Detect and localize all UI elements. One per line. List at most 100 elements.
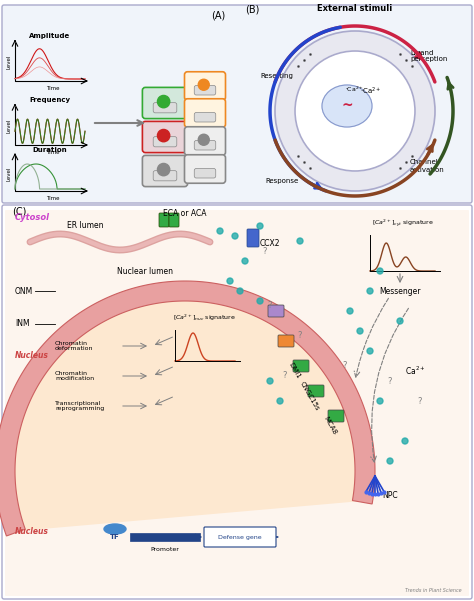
Text: ONM: ONM [15, 287, 33, 296]
FancyBboxPatch shape [142, 87, 188, 118]
FancyBboxPatch shape [268, 305, 284, 317]
Circle shape [275, 31, 435, 191]
Text: Time: Time [46, 150, 60, 155]
Circle shape [377, 268, 383, 274]
Text: (C): (C) [12, 206, 27, 216]
Circle shape [157, 129, 170, 142]
Text: Ca$^{2+}$: Ca$^{2+}$ [405, 365, 425, 377]
Circle shape [347, 308, 353, 314]
Text: (A): (A) [211, 11, 225, 21]
Text: External stimuli: External stimuli [318, 4, 392, 13]
Text: Frequency: Frequency [29, 97, 71, 103]
Circle shape [357, 328, 363, 334]
Text: Response: Response [265, 178, 298, 184]
Text: Nucleus: Nucleus [15, 526, 49, 535]
Text: Trends in Plant Science: Trends in Plant Science [405, 588, 462, 593]
Text: ~: ~ [341, 99, 353, 113]
Circle shape [227, 278, 233, 284]
Text: Duration: Duration [33, 147, 67, 153]
Circle shape [198, 79, 209, 90]
Circle shape [217, 228, 223, 234]
Circle shape [242, 258, 248, 264]
Text: ?: ? [263, 246, 267, 255]
FancyBboxPatch shape [278, 335, 294, 347]
Text: Nuclear lumen: Nuclear lumen [117, 266, 173, 275]
Text: Cytosol: Cytosol [15, 213, 50, 222]
Text: $[Ca^{2+}]_{nuc}$ signature: $[Ca^{2+}]_{nuc}$ signature [173, 313, 237, 323]
Polygon shape [0, 281, 375, 536]
FancyBboxPatch shape [153, 171, 177, 181]
Text: Transcriptional
reprogramming: Transcriptional reprogramming [55, 401, 104, 412]
FancyBboxPatch shape [142, 121, 188, 153]
Text: INM: INM [15, 320, 29, 329]
Polygon shape [10, 296, 360, 531]
Text: Resetting: Resetting [260, 73, 293, 79]
FancyBboxPatch shape [194, 168, 216, 178]
Circle shape [198, 134, 209, 145]
Circle shape [367, 348, 373, 354]
FancyBboxPatch shape [184, 127, 226, 155]
Circle shape [295, 51, 415, 171]
FancyBboxPatch shape [194, 85, 216, 95]
Text: Level: Level [7, 166, 12, 181]
Circle shape [277, 398, 283, 404]
FancyBboxPatch shape [308, 385, 324, 397]
FancyBboxPatch shape [159, 213, 169, 227]
Text: Messenger: Messenger [379, 287, 421, 296]
FancyBboxPatch shape [142, 156, 188, 186]
Circle shape [297, 238, 303, 244]
Text: Time: Time [46, 86, 60, 91]
FancyBboxPatch shape [184, 72, 226, 100]
FancyBboxPatch shape [184, 99, 226, 127]
Text: NPC: NPC [382, 492, 398, 501]
Circle shape [377, 398, 383, 404]
FancyBboxPatch shape [169, 213, 179, 227]
Text: Amplitude: Amplitude [29, 34, 71, 40]
FancyBboxPatch shape [2, 205, 472, 599]
Circle shape [402, 438, 408, 444]
Text: Time: Time [46, 196, 60, 201]
Text: (B): (B) [245, 5, 259, 15]
FancyBboxPatch shape [5, 210, 469, 596]
FancyBboxPatch shape [2, 5, 472, 203]
Text: MCA8: MCA8 [322, 416, 337, 436]
Text: Nucleus: Nucleus [15, 352, 49, 361]
Text: ECA or ACA: ECA or ACA [163, 210, 207, 219]
Text: ?: ? [268, 302, 272, 311]
Text: ER lumen: ER lumen [67, 222, 103, 231]
Circle shape [157, 163, 170, 175]
FancyBboxPatch shape [293, 360, 309, 372]
Circle shape [237, 288, 243, 294]
Text: Chromatin
deformation: Chromatin deformation [55, 341, 93, 352]
Circle shape [157, 96, 170, 108]
Text: CCX2: CCX2 [260, 239, 280, 248]
Text: Channel
activation: Channel activation [410, 159, 445, 172]
FancyBboxPatch shape [153, 103, 177, 113]
Text: Defense gene: Defense gene [218, 534, 262, 540]
Text: ?: ? [283, 371, 287, 380]
Text: $\cdot$Ca$^{2+}$: $\cdot$Ca$^{2+}$ [345, 84, 364, 94]
FancyBboxPatch shape [153, 136, 177, 147]
Circle shape [257, 223, 263, 229]
Circle shape [397, 318, 403, 324]
Text: $[Ca^{2+}]_{cyt}$ signature: $[Ca^{2+}]_{cyt}$ signature [372, 218, 433, 229]
Ellipse shape [322, 85, 372, 127]
FancyBboxPatch shape [328, 410, 344, 422]
Text: TF: TF [110, 534, 120, 540]
Text: Level: Level [7, 55, 12, 69]
Text: ?: ? [298, 332, 302, 341]
Text: Level: Level [7, 118, 12, 133]
Text: CNGC15s: CNGC15s [299, 380, 321, 412]
Text: $\cdot$Ca$^{2+}$: $\cdot$Ca$^{2+}$ [360, 85, 381, 97]
Circle shape [367, 288, 373, 294]
Text: ?: ? [388, 376, 392, 385]
Bar [130, 533, 200, 541]
FancyBboxPatch shape [204, 527, 276, 547]
Circle shape [232, 233, 238, 239]
Ellipse shape [104, 524, 126, 534]
FancyBboxPatch shape [194, 141, 216, 150]
FancyBboxPatch shape [247, 229, 259, 247]
FancyBboxPatch shape [194, 112, 216, 122]
Text: ?: ? [418, 397, 422, 406]
Circle shape [387, 458, 393, 464]
